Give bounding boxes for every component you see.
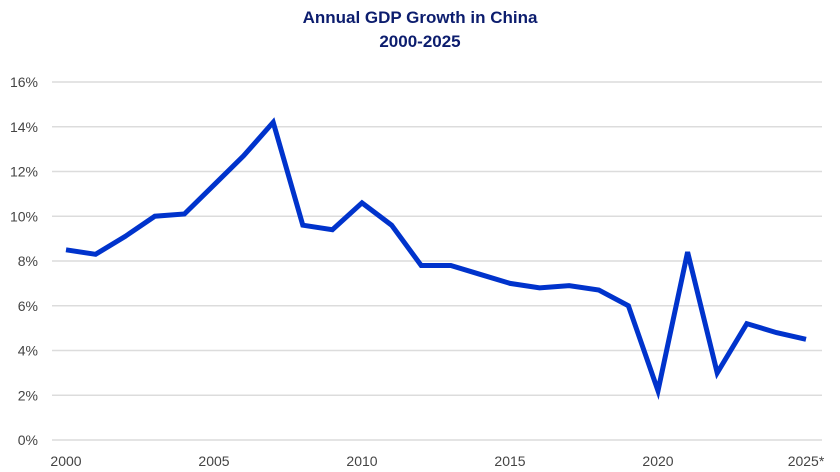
y-tick-label: 6%	[18, 298, 38, 314]
x-tick-label: 2015	[494, 453, 525, 469]
x-tick-label: 2020	[642, 453, 673, 469]
chart-title-main: Annual GDP Growth in China	[302, 8, 538, 27]
x-tick-label: 2000	[50, 453, 81, 469]
x-tick-label: 2010	[346, 453, 377, 469]
chart-title: Annual GDP Growth in China 2000-2025	[0, 6, 840, 54]
y-tick-label: 2%	[18, 387, 38, 403]
y-tick-label: 14%	[10, 119, 38, 135]
x-tick-label: 2005	[198, 453, 229, 469]
x-tick-label: 2025*	[788, 453, 825, 469]
y-tick-label: 4%	[18, 343, 38, 359]
y-tick-label: 8%	[18, 253, 38, 269]
series-line	[65, 117, 807, 401]
y-tick-label: 16%	[10, 74, 38, 90]
y-tick-label: 10%	[10, 208, 38, 224]
chart-subtitle: 2000-2025	[379, 32, 461, 51]
y-tick-label: 0%	[18, 432, 38, 448]
y-tick-label: 12%	[10, 164, 38, 180]
